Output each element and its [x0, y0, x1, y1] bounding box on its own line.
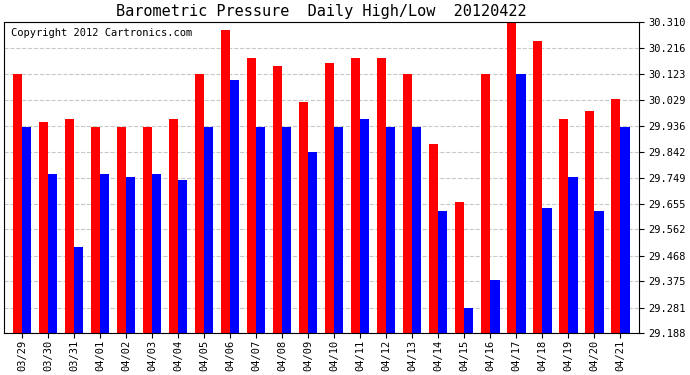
Bar — [66, 119, 75, 333]
Bar — [438, 211, 448, 333]
Bar — [455, 202, 464, 333]
Bar — [429, 144, 438, 333]
Bar — [195, 75, 204, 333]
Bar — [569, 177, 578, 333]
Bar — [144, 127, 152, 333]
Bar — [533, 41, 542, 333]
Text: Copyright 2012 Cartronics.com: Copyright 2012 Cartronics.com — [10, 28, 192, 38]
Bar — [377, 58, 386, 333]
Bar — [221, 30, 230, 333]
Bar — [169, 119, 179, 333]
Bar — [282, 127, 291, 333]
Bar — [308, 152, 317, 333]
Bar — [335, 127, 344, 333]
Bar — [257, 127, 266, 333]
Bar — [360, 119, 369, 333]
Bar — [204, 127, 213, 333]
Bar — [273, 66, 282, 333]
Bar — [117, 127, 126, 333]
Bar — [464, 308, 473, 333]
Bar — [542, 208, 551, 333]
Bar — [48, 174, 57, 333]
Bar — [560, 119, 569, 333]
Bar — [247, 58, 257, 333]
Bar — [585, 111, 594, 333]
Bar — [386, 127, 395, 333]
Bar — [22, 127, 32, 333]
Bar — [325, 63, 335, 333]
Bar — [482, 75, 491, 333]
Bar — [299, 102, 308, 333]
Bar — [91, 127, 100, 333]
Bar — [351, 58, 360, 333]
Title: Barometric Pressure  Daily High/Low  20120422: Barometric Pressure Daily High/Low 20120… — [116, 4, 526, 19]
Bar — [75, 247, 83, 333]
Bar — [230, 80, 239, 333]
Bar — [13, 75, 22, 333]
Bar — [491, 280, 500, 333]
Bar — [516, 75, 526, 333]
Bar — [403, 75, 413, 333]
Bar — [152, 174, 161, 333]
Bar — [594, 211, 604, 333]
Bar — [620, 127, 629, 333]
Bar — [39, 122, 48, 333]
Bar — [126, 177, 135, 333]
Bar — [611, 99, 620, 333]
Bar — [507, 10, 516, 333]
Bar — [179, 180, 188, 333]
Bar — [413, 127, 422, 333]
Bar — [100, 174, 110, 333]
